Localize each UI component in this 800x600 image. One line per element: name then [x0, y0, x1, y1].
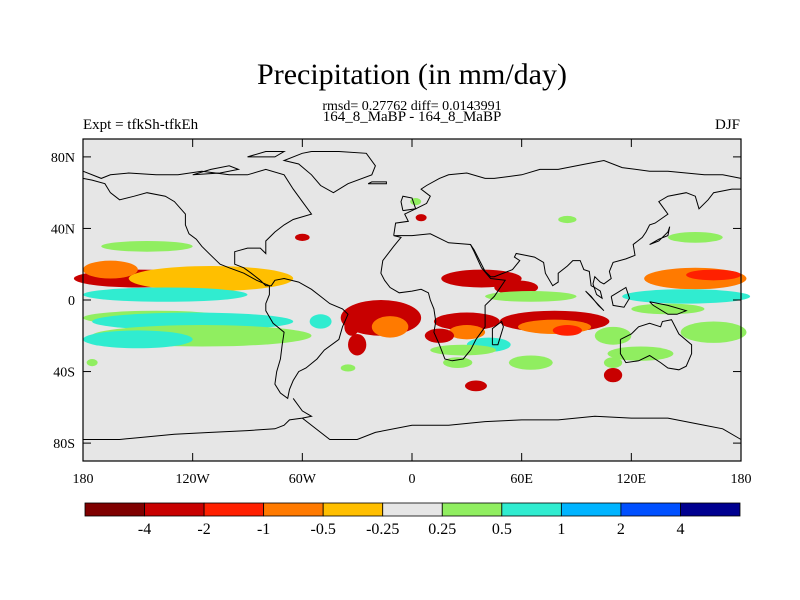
x-tick-label-1: 120W: [176, 472, 211, 487]
anomaly-region-23: [430, 344, 497, 356]
colorbar-segment-7: [501, 502, 562, 517]
anomaly-region-40: [667, 232, 723, 243]
coastline-5: [491, 320, 504, 346]
coastline-8: [585, 290, 605, 312]
anomaly-region-30: [465, 380, 487, 392]
anomaly-region-26: [552, 325, 582, 336]
y-tick-label-4: 80S: [53, 437, 75, 452]
colorbar-label-3: -0.5: [311, 521, 336, 538]
coastline-layer: [82, 151, 742, 440]
anomaly-region-13: [344, 317, 359, 336]
colorbar-segment-1: [144, 502, 205, 517]
y-tick-label-1: 40N: [51, 222, 75, 237]
season-label: DJF: [715, 117, 740, 133]
y-tick-label-3: 40S: [53, 366, 75, 381]
coastline-2: [393, 159, 742, 236]
anomaly-region-20: [448, 325, 486, 340]
experiment-label: Expt = tfkSh-tfkEh: [83, 117, 199, 133]
x-tick-label-4: 60E: [510, 472, 533, 487]
coastline-11: [367, 181, 387, 185]
coastline-14: [301, 415, 742, 440]
anomaly-region-15: [309, 314, 332, 329]
anomaly-region-39: [680, 321, 747, 343]
anomaly-region-3: [83, 260, 138, 279]
colorbar-label-9: 4: [676, 521, 684, 538]
anomaly-region-37: [622, 289, 751, 304]
anomaly-region-29: [443, 357, 473, 368]
coastline-9: [610, 286, 631, 308]
anomaly-region-41: [415, 214, 427, 222]
colorbar-segment-4: [322, 502, 384, 517]
anomaly-region-44: [410, 198, 422, 206]
colorbar-segment-8: [560, 502, 622, 517]
anomaly-region-18: [494, 280, 539, 295]
axis-layer: 180 120W 60W 0 60E 120E 180 80N 40N 0 40S 80S: [51, 139, 752, 487]
colorbar-segment-5: [382, 502, 443, 517]
anomaly-region-4: [83, 287, 248, 302]
chart-subtitle: rmsd= 0.27762 diff= 0.0143991: [322, 99, 501, 114]
colorbar-label-1: -2: [197, 521, 210, 538]
coastline-16: [247, 151, 286, 158]
colorbar-label-8: 2: [617, 521, 625, 538]
coastline-4: [380, 233, 507, 362]
anomaly-region-33: [607, 346, 674, 361]
x-tick-label-0: 180: [73, 472, 94, 487]
anomaly-region-31: [603, 367, 623, 383]
anomaly-region-21: [424, 328, 455, 343]
colorbar-label-2: -1: [257, 521, 270, 538]
anomaly-region-36: [686, 269, 741, 281]
colorbar-label-6: 0.5: [492, 521, 512, 538]
colorbar-segment-10: [680, 502, 741, 517]
period-label: 164_8_MaBP - 164_8_MaBP: [323, 109, 502, 125]
anomaly-region-27: [485, 291, 577, 302]
coastline-1: [282, 151, 376, 194]
colorbar-label-0: -4: [138, 521, 151, 538]
x-tick-label-6: 180: [731, 472, 752, 487]
anomaly-region-9: [101, 240, 193, 252]
anomaly-region-28: [508, 355, 553, 370]
anomaly-region-8: [83, 330, 193, 349]
anomaly-region-16: [340, 364, 356, 372]
anomaly-region-38: [631, 303, 705, 315]
anomaly-region-2: [128, 266, 294, 292]
colorbar-segment-9: [620, 502, 681, 517]
coastline-6: [619, 319, 693, 371]
coastline-15: [192, 165, 241, 176]
coastline-0: [82, 168, 349, 400]
anomaly-region-32: [603, 357, 623, 368]
anomaly-region-12: [371, 316, 409, 338]
coastline-10: [400, 195, 417, 212]
anomaly-region-14: [348, 333, 367, 356]
anomaly-region-34: [594, 326, 632, 345]
anomaly-region-19: [433, 312, 500, 331]
coastline-3: [470, 188, 741, 300]
colorbar-segment-2: [203, 502, 265, 517]
colorbar-segment-0: [84, 502, 145, 517]
y-tick-label-2: 0: [68, 294, 75, 309]
colorbar-label-4: -0.25: [366, 521, 399, 538]
coastline-7: [649, 301, 688, 315]
coastline-12: [649, 226, 671, 245]
colorbar: -4 -2 -1 -0.5 -0.25 0.25 0.5 1 2 4: [84, 502, 741, 538]
x-tick-label-2: 60W: [289, 472, 317, 487]
chart-title: Precipitation (in mm/day): [257, 58, 567, 91]
x-tick-label-3: 0: [409, 472, 416, 487]
anomaly-layer: [73, 198, 751, 392]
colorbar-label-7: 1: [557, 521, 565, 538]
anomaly-region-42: [558, 215, 577, 224]
colorbar-segment-3: [263, 502, 324, 517]
anomaly-region-43: [295, 233, 310, 241]
coastline-13: [83, 398, 313, 440]
colorbar-segment-6: [441, 502, 503, 517]
x-tick-label-5: 120E: [617, 472, 647, 487]
anomaly-region-10: [86, 359, 98, 367]
colorbar-label-5: 0.25: [428, 521, 456, 538]
y-tick-label-0: 80N: [51, 151, 75, 166]
